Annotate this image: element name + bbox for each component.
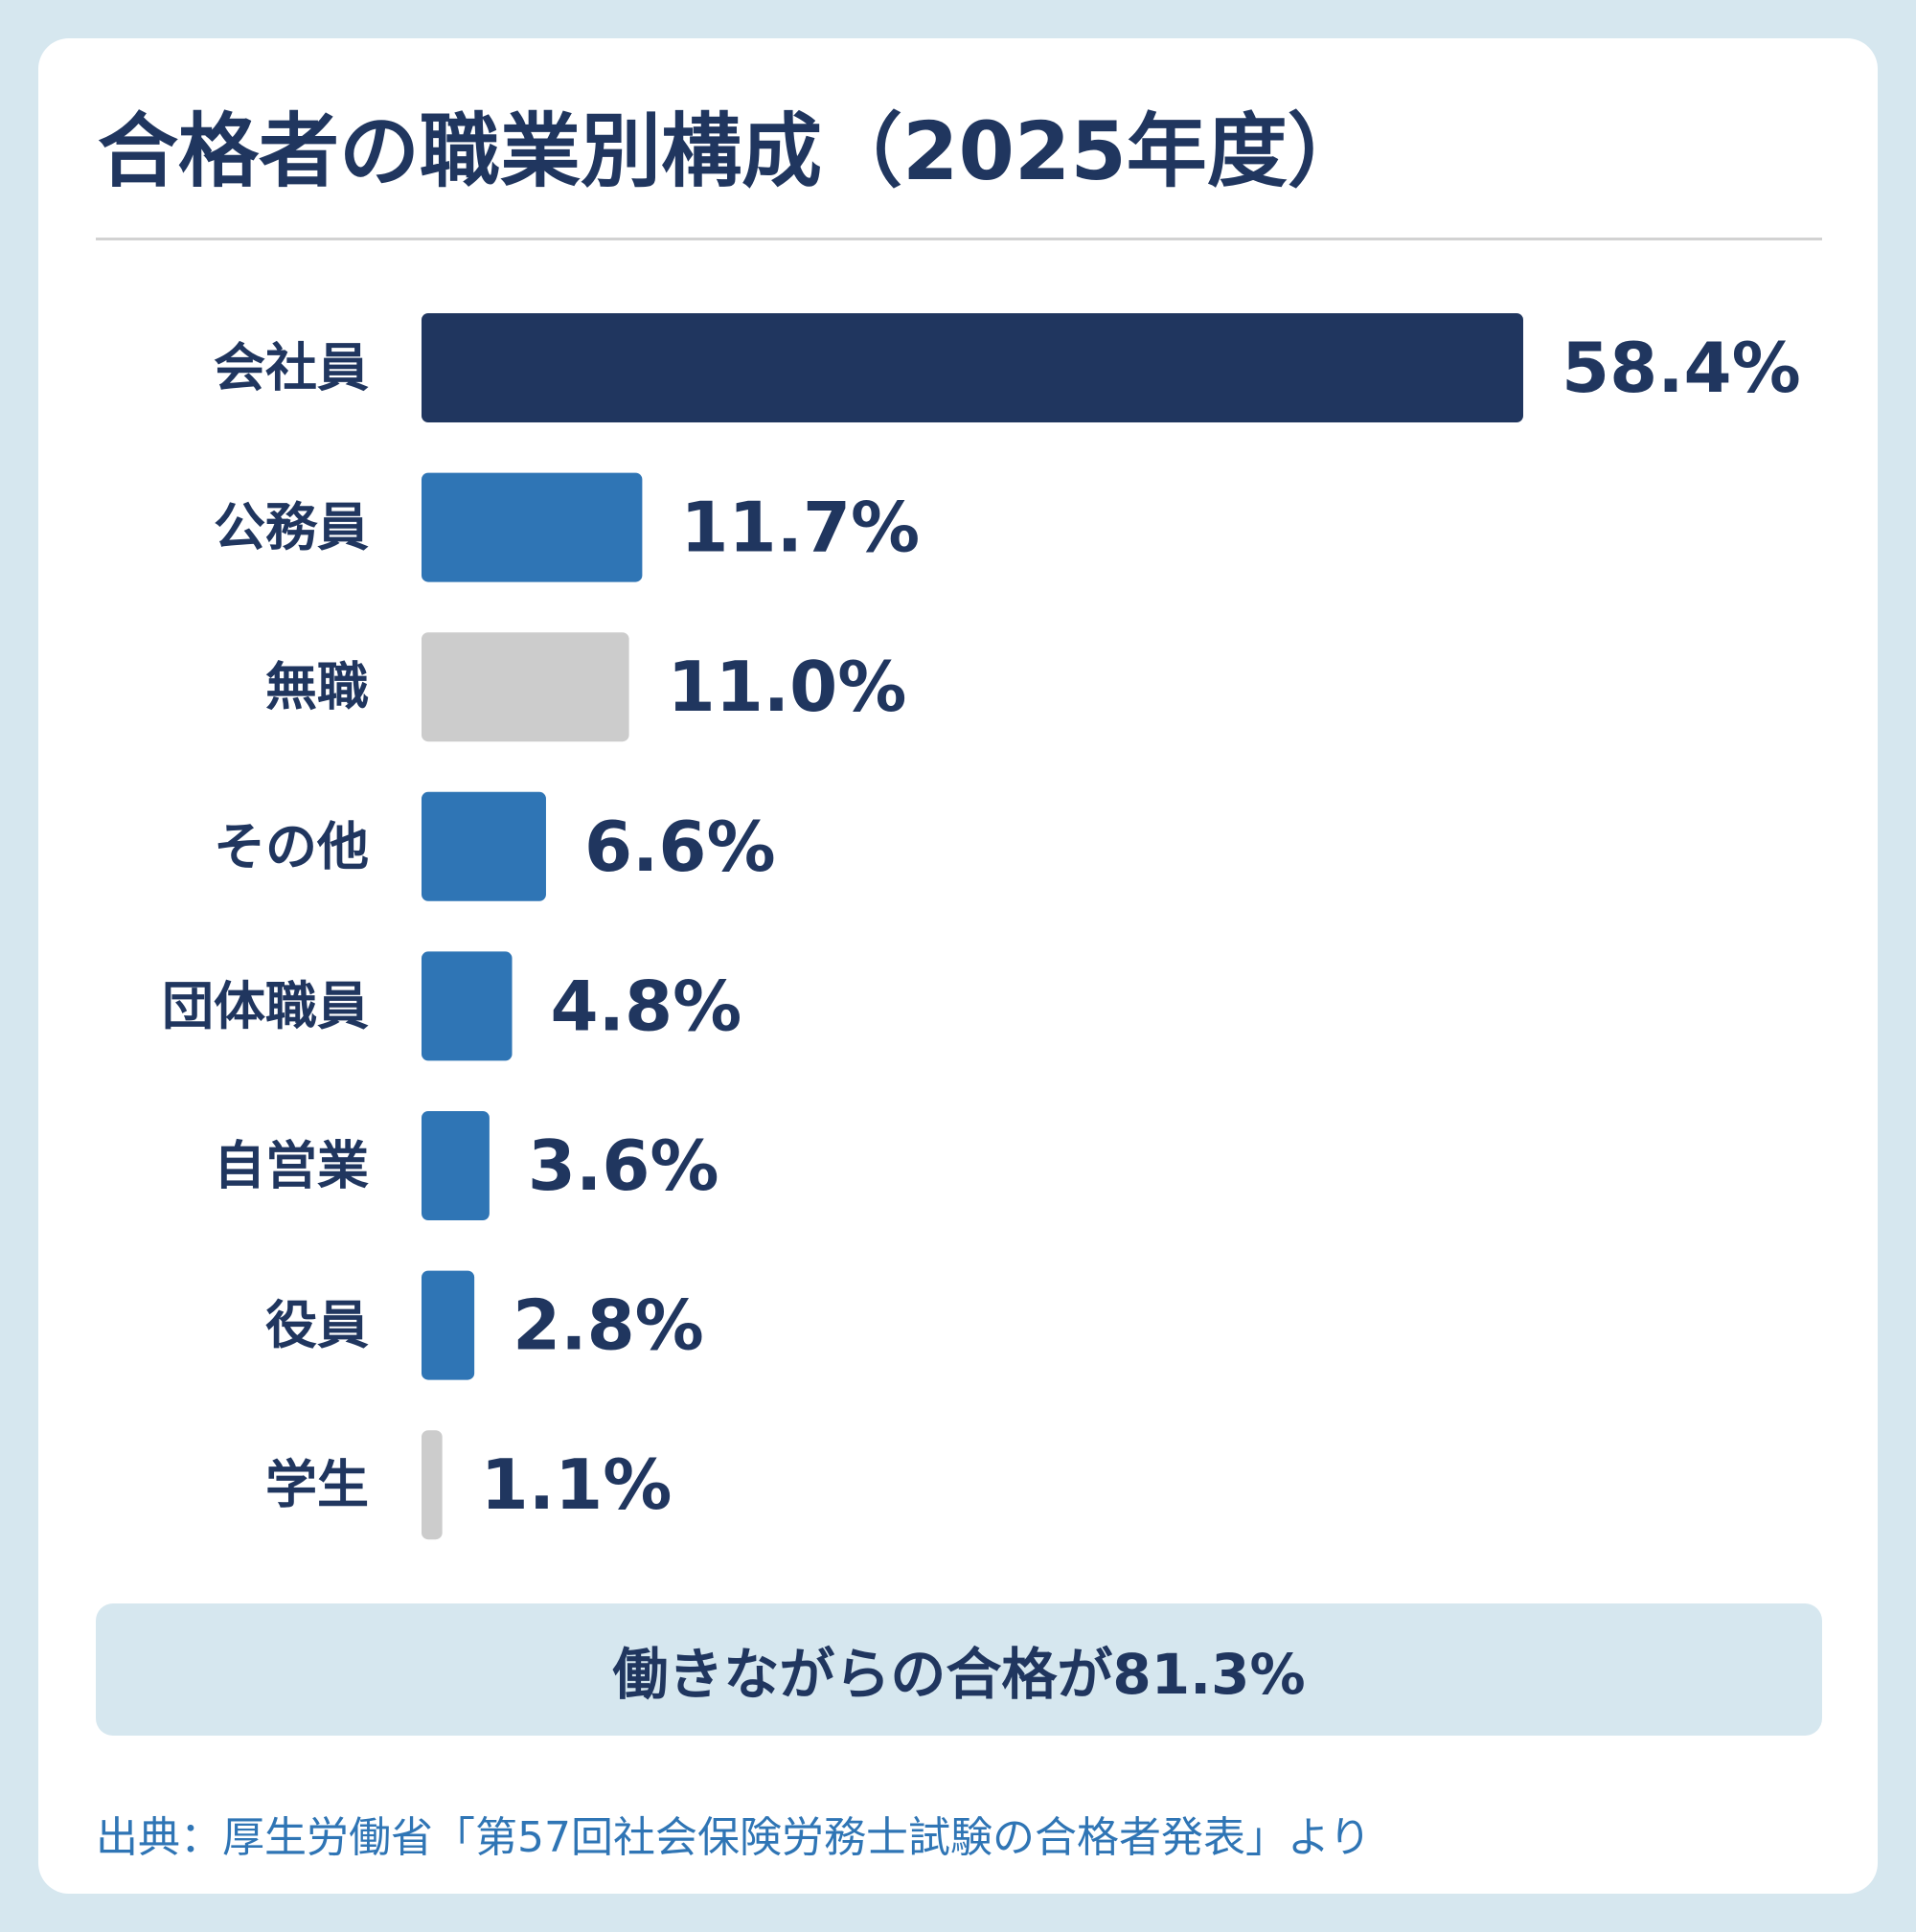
- value-label-row-5: 3.6%: [528, 1125, 719, 1206]
- bar-row-5: [422, 1111, 490, 1220]
- category-label-row-2: 無職: [265, 657, 369, 717]
- chart-card: 合格者の職業別構成（2025年度） 会社員 58.4% 公務員 11.7% 無職 11.0…: [38, 38, 1878, 1894]
- value-label-row-0: 58.4%: [1562, 328, 1801, 408]
- category-label-row-1: 公務員: [214, 497, 369, 557]
- category-label-row-6: 役員: [265, 1295, 369, 1355]
- category-label-row-0: 会社員: [214, 338, 369, 398]
- summary-banner: 働きながらの合格が81.3%: [96, 1603, 1822, 1736]
- value-label-row-2: 11.0%: [668, 647, 907, 727]
- value-label-row-4: 4.8%: [551, 966, 742, 1046]
- page-title: 合格者の職業別構成（2025年度）: [98, 104, 1368, 198]
- summary-text: 働きながらの合格が81.3%: [612, 1642, 1306, 1707]
- value-label-row-6: 2.8%: [513, 1285, 704, 1366]
- bar-row-0: [422, 313, 1523, 422]
- bar-row-4: [422, 951, 513, 1061]
- value-label-row-3: 6.6%: [584, 807, 776, 887]
- title-divider: [96, 238, 1822, 240]
- bar-row-1: [422, 472, 643, 582]
- value-label-row-7: 1.1%: [481, 1444, 673, 1525]
- bar-row-7: [422, 1430, 443, 1540]
- bar-chart: 会社員 58.4% 公務員 11.7% 無職 11.0% その他 6.6% 団体職員 4.8% 自営…: [162, 313, 1801, 1540]
- source-note: 出典：厚生労働省「第57回社会保険労務士試験の合格者発表」より: [96, 1813, 1372, 1862]
- value-label-row-1: 11.7%: [680, 488, 920, 568]
- category-label-row-7: 学生: [265, 1455, 369, 1515]
- bar-row-6: [422, 1270, 475, 1380]
- bar-row-3: [422, 791, 546, 901]
- category-label-row-4: 団体職員: [162, 976, 369, 1036]
- category-label-row-3: その他: [214, 816, 369, 876]
- category-label-row-5: 自営業: [214, 1136, 369, 1196]
- bar-row-2: [422, 632, 629, 742]
